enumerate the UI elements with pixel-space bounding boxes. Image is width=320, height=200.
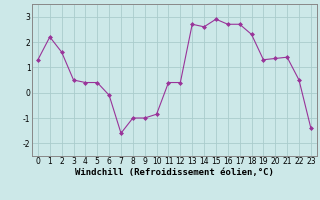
X-axis label: Windchill (Refroidissement éolien,°C): Windchill (Refroidissement éolien,°C) [75,168,274,177]
